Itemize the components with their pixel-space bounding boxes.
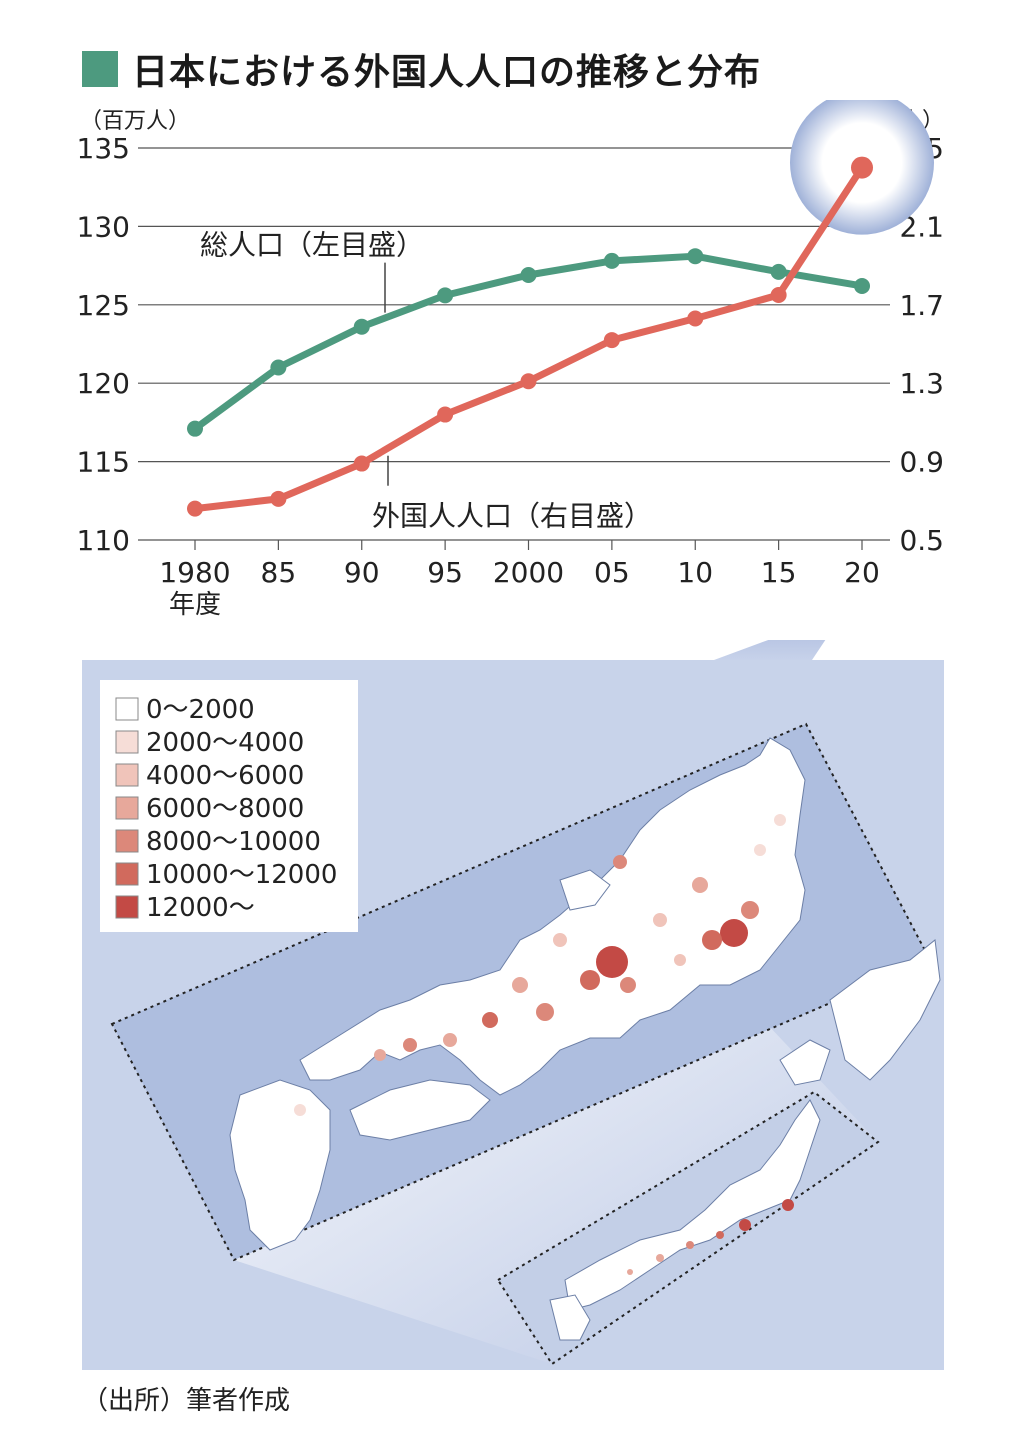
x-tick-label: 95 [427, 556, 463, 589]
map-legend: 0〜20002000〜40004000〜60006000〜80008000〜10… [115, 695, 337, 923]
left-tick-label: 115 [77, 446, 130, 479]
x-tick-label: 10 [677, 556, 713, 589]
legend-swatch [115, 730, 139, 754]
left-tick-label: 135 [77, 132, 130, 165]
chart-title-row: 日本における外国人人口の推移と分布 [82, 44, 761, 94]
series-line-1 [194, 165, 865, 513]
legend-label: 0〜2000 [146, 695, 255, 725]
inset-japan-outline [549, 1039, 831, 1341]
zoom-beam [714, 640, 826, 660]
data-point [187, 500, 203, 517]
distribution-map: 0〜20002000〜40004000〜60006000〜80008000〜10… [82, 640, 944, 1370]
series-label-total: 総人口（左目盛） [200, 229, 424, 262]
data-point [437, 287, 454, 304]
honshu-island [299, 737, 806, 1096]
data-point [353, 318, 370, 335]
left-tick-label: 125 [77, 289, 130, 322]
data-point [520, 267, 537, 284]
legend-box [100, 680, 358, 932]
title-marker-square [82, 51, 118, 87]
left-tick-label: 130 [77, 210, 130, 243]
data-point [770, 287, 787, 303]
x-tick-label: 15 [761, 556, 797, 589]
x-tick-label: 85 [261, 556, 297, 589]
data-point [353, 455, 370, 472]
source-note: （出所）筆者作成 [82, 1386, 291, 1416]
chart-title: 日本における外国人人口の推移と分布 [132, 52, 762, 93]
data-point [270, 490, 287, 507]
right-tick-label: 1.7 [899, 289, 944, 322]
legend-label: 6000〜8000 [146, 794, 304, 824]
legend-label: 2000〜4000 [146, 728, 304, 758]
legend-swatch [115, 862, 139, 886]
grid-lines [138, 147, 890, 541]
shikoku-island [349, 1079, 491, 1141]
series-layer [187, 100, 934, 517]
x-axis-label: 年度 [169, 590, 221, 620]
legend-swatch [115, 697, 139, 721]
x-tick-label: 05 [594, 556, 630, 589]
x-tick-label: 2000 [493, 556, 564, 589]
series-label-foreign: 外国人人口（右目盛） [372, 500, 652, 533]
x-axis-ticks: 1980 85 90 95 2000 05 10 15 20 [159, 540, 880, 589]
right-tick-label: 0.9 [899, 446, 944, 479]
data-point [187, 420, 203, 437]
legend-swatch [115, 796, 139, 820]
data-point [270, 359, 287, 376]
legend-swatch [115, 895, 139, 919]
legend-swatch [115, 829, 139, 853]
data-point [770, 263, 787, 280]
legend-label: 8000〜10000 [146, 827, 321, 857]
right-tick-label: 1.3 [899, 367, 944, 400]
data-point [854, 277, 870, 294]
data-point [687, 310, 704, 327]
x-tick-label: 20 [844, 556, 880, 589]
legend-label: 4000〜6000 [146, 761, 304, 791]
data-point [437, 406, 454, 423]
left-axis-ticks: 110 115 120 125 130 135 [77, 132, 130, 557]
legend-swatch [115, 763, 139, 787]
legend-label: 12000〜 [146, 893, 255, 923]
data-point [520, 373, 537, 390]
left-tick-label: 120 [77, 367, 130, 400]
data-point [603, 252, 620, 269]
x-tick-label: 90 [344, 556, 380, 589]
right-tick-label: 0.5 [899, 524, 944, 557]
x-tick-label: 1980 [159, 556, 230, 589]
left-tick-label: 110 [77, 524, 130, 557]
series-labels: 総人口（左目盛） 外国人人口（右目盛） [200, 229, 652, 533]
inset-fade-panel [234, 974, 878, 1364]
kyushu-island [229, 1079, 331, 1251]
density-patches [294, 814, 786, 1116]
legend-label: 10000〜12000 [146, 860, 337, 890]
data-point [603, 332, 620, 349]
inset-density-patches [627, 1199, 794, 1275]
left-axis-unit: （百万人） [80, 109, 190, 134]
data-point [687, 248, 704, 265]
data-point [851, 156, 873, 179]
hokkaido-fragment [829, 939, 941, 1081]
